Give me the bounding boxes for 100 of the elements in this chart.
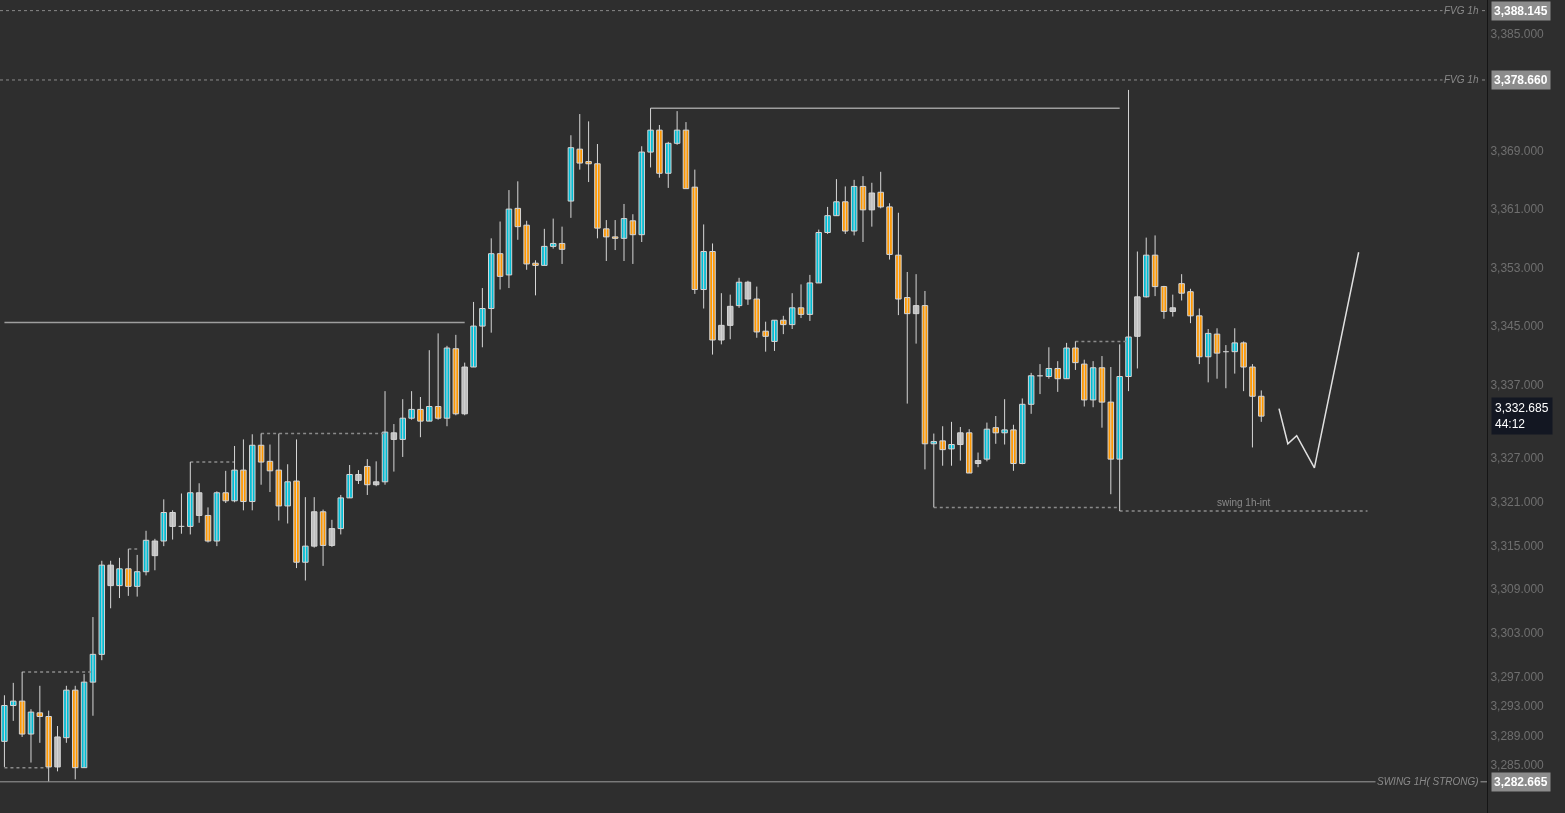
- candlestick: [461, 362, 468, 416]
- candlestick: [36, 685, 44, 744]
- text: 3,282.665: [1494, 775, 1548, 789]
- candlestick: [337, 494, 345, 535]
- candlestick: [1107, 366, 1115, 495]
- y-tick-label: 3,361.000: [1490, 202, 1545, 217]
- candlestick: [275, 433, 283, 522]
- candlestick: [700, 223, 707, 310]
- candlestick: [452, 334, 460, 416]
- candlestick: [98, 560, 106, 661]
- candlestick: [753, 286, 761, 339]
- y-tick-label: 3,289.000: [1490, 728, 1545, 743]
- ref-line-label: FVG 1h: [1444, 5, 1479, 16]
- candlestick: [992, 415, 999, 445]
- candlestick: [1001, 398, 1008, 446]
- candlestick: [417, 396, 424, 438]
- candlestick: [399, 398, 406, 458]
- candlestick: [71, 685, 79, 780]
- y-tick-label: 3,345.000: [1490, 319, 1545, 334]
- candlestick: [355, 469, 362, 485]
- candlestick: [1231, 327, 1238, 375]
- candlestick: [195, 482, 203, 524]
- candlestick: [1072, 340, 1079, 371]
- candlestick: [302, 496, 309, 582]
- candlestick: [1063, 342, 1070, 380]
- candlestick: [1196, 308, 1203, 365]
- candlestick: [240, 438, 247, 511]
- ref-line-label: FVG 1h: [1444, 74, 1479, 85]
- candlestick: [886, 202, 893, 261]
- candlestick: [665, 141, 672, 189]
- y-tick-label: 3,321.000: [1490, 494, 1545, 509]
- candlestick: [1081, 359, 1088, 407]
- candlestick: [1187, 288, 1194, 324]
- candlestick: [948, 421, 955, 467]
- candlestick: [1010, 424, 1017, 472]
- y-tick-label: 3,285.000: [1490, 757, 1545, 772]
- candlestick: [762, 321, 769, 353]
- candlestick: [523, 220, 530, 271]
- candlestick: [788, 292, 796, 330]
- candlestick: [576, 113, 583, 171]
- candlestick: [107, 560, 114, 609]
- candlestick: [833, 178, 840, 217]
- candlestick: [284, 463, 291, 524]
- candlestick: [965, 428, 973, 474]
- candlestick: [549, 218, 557, 250]
- candlestick: [10, 682, 17, 722]
- candlestick: [231, 445, 238, 503]
- candlestick: [408, 390, 415, 421]
- line-series: [1278, 251, 1360, 469]
- y-tick-label: 3,293.000: [1490, 699, 1545, 714]
- candlestick: [514, 180, 522, 241]
- candlestick: [63, 685, 70, 744]
- candlestick: [594, 143, 601, 239]
- candlestick: [133, 554, 141, 598]
- candlestick: [470, 301, 477, 368]
- y-tick-label: 3,369.000: [1490, 143, 1545, 158]
- candlestick: [1, 694, 8, 768]
- y-tick-label: 3,303.000: [1490, 626, 1545, 641]
- candlestick: [116, 557, 123, 599]
- candlestick: [45, 710, 52, 783]
- candlestick: [647, 107, 654, 168]
- candlestick: [1258, 389, 1265, 423]
- text: 3,378.660: [1494, 73, 1548, 87]
- candlestick: [1178, 273, 1185, 301]
- candlestick: [310, 496, 318, 549]
- y-tick-label: 3,309.000: [1490, 582, 1545, 597]
- candlestick: [585, 120, 592, 183]
- y-tick-label: 3,315.000: [1490, 538, 1545, 553]
- candlestick: [930, 433, 938, 508]
- candlestick: [426, 349, 433, 422]
- candlestick: [1142, 237, 1150, 299]
- y-tick-label: 3,385.000: [1490, 26, 1545, 41]
- candlestick: [656, 124, 663, 179]
- text: 3,388.145: [1494, 4, 1548, 18]
- candlestick: [249, 433, 256, 511]
- candlestick: [293, 438, 300, 569]
- candlestick: [1169, 294, 1177, 318]
- candlestick: [815, 229, 822, 284]
- candlestick: [904, 271, 911, 405]
- candlestick: [125, 548, 132, 597]
- candlestick: [611, 219, 619, 251]
- text: 3,332.685 44:12: [1495, 401, 1549, 431]
- candlestick: [868, 182, 876, 228]
- candlestick: [603, 219, 610, 262]
- candlestick: [771, 319, 778, 352]
- y-tick-label: 3,297.000: [1490, 670, 1545, 685]
- candlestick: [364, 458, 371, 496]
- candlestick: [824, 206, 831, 235]
- candlestick: [638, 145, 645, 243]
- candlestick: [488, 237, 495, 334]
- y-tick-label: 3,337.000: [1490, 377, 1545, 392]
- candlestick: [479, 287, 486, 348]
- candlestick: [532, 259, 539, 296]
- candlestick: [957, 426, 964, 462]
- candlestick: [169, 509, 176, 541]
- candlestick: [1125, 89, 1132, 392]
- candlestick: [160, 498, 167, 547]
- candlestick: [939, 425, 946, 467]
- y-tick-label: 3,353.000: [1490, 260, 1545, 275]
- candlestick: [1240, 340, 1247, 392]
